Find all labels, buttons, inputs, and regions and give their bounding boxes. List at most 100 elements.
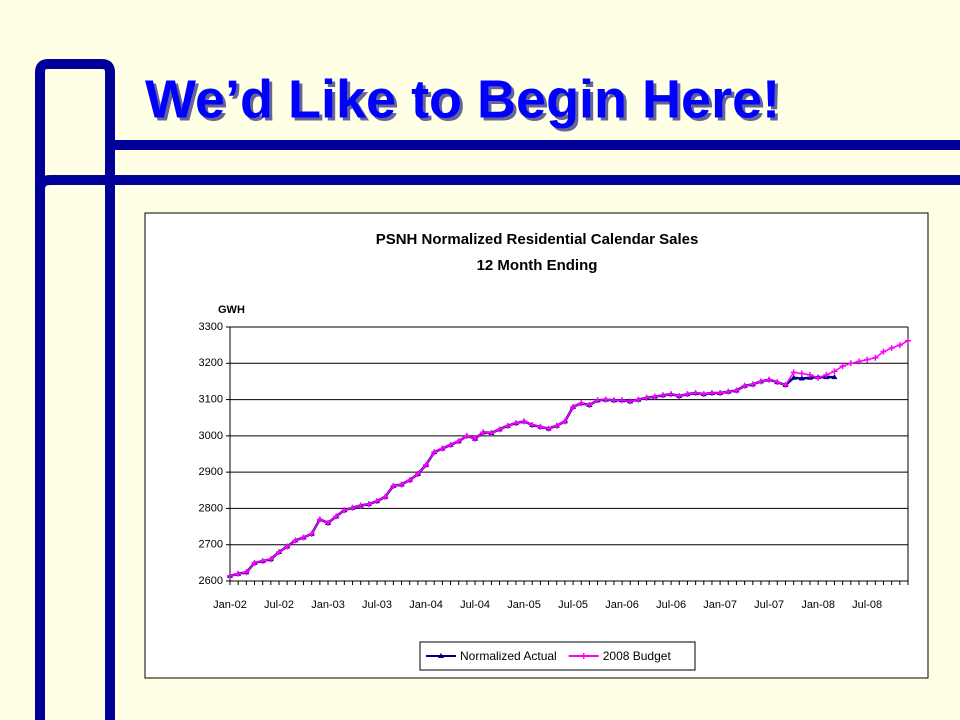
- chart-title: PSNH Normalized Residential Calendar Sal…: [376, 231, 699, 248]
- point-marker: [561, 418, 568, 425]
- point-marker: [676, 392, 683, 399]
- point-marker: [488, 429, 495, 436]
- x-tick-label: Jul-02: [264, 599, 294, 611]
- y-tick-label: 3200: [199, 357, 223, 369]
- point-marker: [390, 482, 397, 489]
- frame-decoration: [35, 59, 960, 720]
- point-marker: [627, 398, 634, 405]
- point-marker: [267, 556, 274, 563]
- point-marker: [619, 397, 626, 404]
- legend-box: [419, 641, 696, 671]
- point-marker: [545, 425, 552, 432]
- x-tick-label: Jan-04: [409, 599, 443, 611]
- point-marker: [880, 348, 887, 355]
- point-marker: [251, 559, 258, 566]
- point-marker: [316, 516, 323, 523]
- point-marker: [872, 354, 879, 361]
- point-marker: [423, 461, 430, 468]
- point-marker: [717, 390, 724, 397]
- point-marker: [300, 534, 307, 541]
- point-marker: [684, 391, 691, 398]
- point-marker: [406, 477, 413, 484]
- legend-marker: [580, 653, 587, 659]
- x-tick-label: Jul-07: [754, 599, 784, 611]
- point-marker: [357, 502, 364, 509]
- point-marker: [798, 370, 805, 377]
- point-marker: [725, 388, 732, 395]
- point-marker: [341, 507, 348, 514]
- point-marker: [905, 337, 911, 344]
- point-marker: [512, 420, 519, 427]
- legend-marker: [438, 653, 444, 658]
- point-marker: [480, 429, 487, 436]
- point-marker: [782, 382, 789, 389]
- point-marker: [292, 537, 299, 544]
- slide-title-shadow: We’d Like to Begin Here!: [148, 72, 783, 132]
- y-tick-label: 2900: [199, 466, 223, 478]
- y-tick-label: 3000: [199, 430, 223, 442]
- point-marker: [602, 396, 609, 403]
- point-marker: [831, 374, 838, 380]
- point-marker: [382, 493, 389, 500]
- y-tick-label: 2600: [199, 575, 223, 587]
- y-tick-label: 3100: [199, 393, 223, 405]
- point-marker: [700, 391, 707, 398]
- point-marker: [529, 421, 536, 428]
- point-marker: [839, 363, 846, 370]
- legend-label: 2008 Budget: [603, 649, 672, 663]
- point-marker: [414, 470, 421, 477]
- point-marker: [594, 397, 601, 404]
- point-marker: [798, 375, 805, 381]
- point-marker: [708, 390, 715, 397]
- point-marker: [659, 392, 666, 399]
- point-marker: [333, 513, 340, 520]
- x-tick-label: Jan-08: [801, 599, 835, 611]
- point-marker: [374, 498, 381, 505]
- chart-subtitle: 12 Month Ending: [477, 257, 598, 274]
- point-marker: [864, 356, 871, 363]
- x-tick-label: Jul-06: [656, 599, 686, 611]
- point-marker: [766, 376, 773, 383]
- point-marker: [578, 400, 585, 407]
- point-marker: [521, 418, 528, 425]
- y-tick-label: 3300: [199, 321, 223, 333]
- point-marker: [610, 397, 617, 404]
- point-marker: [823, 371, 830, 378]
- point-marker: [243, 569, 250, 576]
- x-tick-label: Jul-05: [558, 599, 588, 611]
- y-tick-label: 2700: [199, 539, 223, 551]
- point-marker: [815, 374, 822, 381]
- point-marker: [790, 374, 797, 380]
- point-marker: [643, 394, 650, 401]
- slide-title: We’d Like to Begin Here!: [145, 69, 780, 129]
- point-marker: [757, 378, 764, 385]
- x-tick-label: Jul-04: [460, 599, 490, 611]
- point-marker: [349, 504, 356, 511]
- point-marker: [831, 368, 838, 375]
- point-marker: [635, 396, 642, 403]
- point-marker: [447, 441, 454, 448]
- x-tick-label: Jan-03: [311, 599, 345, 611]
- frame-lower: [35, 175, 960, 720]
- point-marker: [553, 422, 560, 429]
- legend-label: Normalized Actual: [460, 649, 557, 663]
- x-tick-label: Jan-07: [703, 599, 737, 611]
- chart-area: [144, 212, 929, 679]
- point-marker: [472, 435, 479, 442]
- point-marker: [806, 371, 813, 378]
- x-tick-label: Jul-08: [852, 599, 882, 611]
- point-marker: [570, 403, 577, 410]
- point-marker: [235, 570, 242, 577]
- point-marker: [537, 423, 544, 430]
- point-marker: [504, 422, 511, 429]
- point-marker: [259, 558, 266, 565]
- point-marker: [888, 345, 895, 352]
- point-marker: [896, 342, 903, 349]
- point-marker: [284, 543, 291, 550]
- point-marker: [439, 445, 446, 452]
- frame-left: [35, 59, 115, 720]
- point-marker: [847, 360, 854, 367]
- point-marker: [774, 379, 781, 386]
- point-marker: [749, 381, 756, 388]
